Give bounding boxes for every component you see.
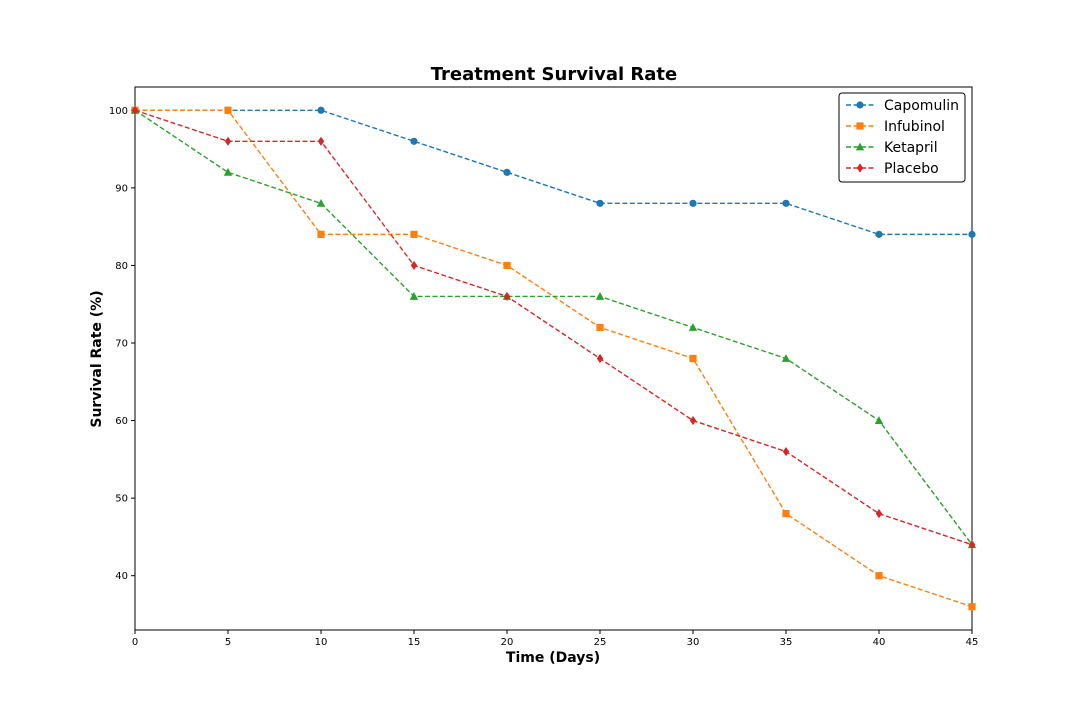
data-point-placebo — [503, 291, 511, 302]
x-tick-label: 5 — [225, 637, 231, 648]
y-tick-label: 60 — [115, 416, 128, 427]
data-point-placebo — [317, 136, 325, 146]
x-axis: 0 5 10 15 20 25 30 35 40 45 — [132, 630, 979, 648]
data-point-capomulin — [968, 230, 976, 238]
legend-label: Placebo — [884, 161, 939, 177]
data-point-capomulin — [503, 168, 511, 176]
x-tick-label: 0 — [132, 637, 138, 648]
legend-item-placebo: Placebo — [846, 161, 939, 177]
data-point-infubinol — [596, 323, 604, 332]
data-point-placebo — [131, 105, 139, 115]
legend-marker — [855, 142, 865, 151]
data-point-capomulin — [875, 230, 883, 238]
data-point-placebo — [410, 260, 418, 271]
series-layer — [130, 105, 977, 611]
data-point-capomulin — [596, 199, 604, 207]
y-tick-label: 100 — [109, 106, 128, 117]
legend-box — [838, 92, 966, 183]
x-tick-label: 45 — [966, 637, 979, 648]
x-tick-label: 20 — [501, 637, 514, 648]
x-tick-label: 15 — [408, 637, 421, 648]
data-point-infubinol — [782, 510, 790, 518]
series-line-infubinol — [135, 109, 973, 608]
data-point-ketapril — [781, 354, 791, 362]
series-line-placebo — [134, 109, 973, 546]
y-tick-label: 40 — [115, 571, 128, 582]
y-tick-label: 50 — [115, 494, 128, 505]
data-point-infubinol — [875, 572, 883, 580]
data-point-ketapril — [688, 323, 698, 331]
legend-item-capomulin: Capomulin — [846, 98, 959, 114]
legend-marker — [856, 163, 864, 173]
data-point-placebo — [689, 415, 697, 426]
data-point-capomulin — [317, 106, 325, 114]
data-point-ketapril — [409, 292, 419, 300]
data-point-placebo — [596, 353, 604, 364]
data-point-infubinol — [410, 230, 418, 238]
legend-label: Capomulin — [884, 98, 959, 114]
x-tick-label: 35 — [780, 637, 793, 648]
y-axis: 40 50 60 70 80 90 100 — [109, 106, 135, 582]
series-line-capomulin — [135, 109, 972, 236]
y-tick-label: 80 — [115, 261, 128, 272]
legend-label: Ketapril — [884, 140, 938, 156]
data-point-infubinol — [689, 354, 697, 363]
data-point-placebo — [968, 540, 976, 550]
x-tick-label: 40 — [873, 637, 886, 648]
legend-marker — [856, 101, 864, 109]
data-point-ketapril — [223, 167, 233, 176]
data-point-placebo — [224, 136, 232, 146]
y-tick-label: 90 — [115, 183, 128, 194]
data-point-capomulin — [410, 137, 418, 145]
data-point-capomulin — [689, 199, 697, 207]
y-axis-label: Survival Rate (%) — [89, 290, 105, 427]
data-point-ketapril — [874, 416, 884, 424]
data-point-infubinol — [968, 603, 976, 611]
series-line-ketapril — [134, 109, 973, 546]
series-placebo — [131, 105, 976, 550]
plot-frame — [134, 86, 973, 631]
data-point-placebo — [875, 509, 883, 519]
data-point-ketapril — [595, 292, 605, 300]
legend-item-infubinol: Infubinol — [846, 119, 945, 135]
x-tick-label: 10 — [315, 637, 328, 648]
legend-label: Infubinol — [884, 119, 945, 135]
data-point-infubinol — [503, 261, 511, 270]
x-tick-label: 25 — [594, 637, 607, 648]
data-point-infubinol — [224, 106, 232, 114]
chart-title: Treatment Survival Rate — [431, 64, 677, 85]
x-tick-label: 30 — [687, 637, 700, 648]
legend: Capomulin Infubinol Ketapril Placebo — [838, 92, 966, 183]
data-point-infubinol — [317, 230, 325, 238]
data-point-ketapril — [316, 198, 326, 207]
legend-marker — [856, 122, 864, 130]
x-axis-label: Time (Days) — [506, 650, 600, 666]
y-tick-label: 70 — [115, 338, 128, 349]
legend-item-ketapril: Ketapril — [846, 140, 938, 156]
data-point-placebo — [782, 446, 790, 457]
data-point-capomulin — [782, 199, 790, 207]
